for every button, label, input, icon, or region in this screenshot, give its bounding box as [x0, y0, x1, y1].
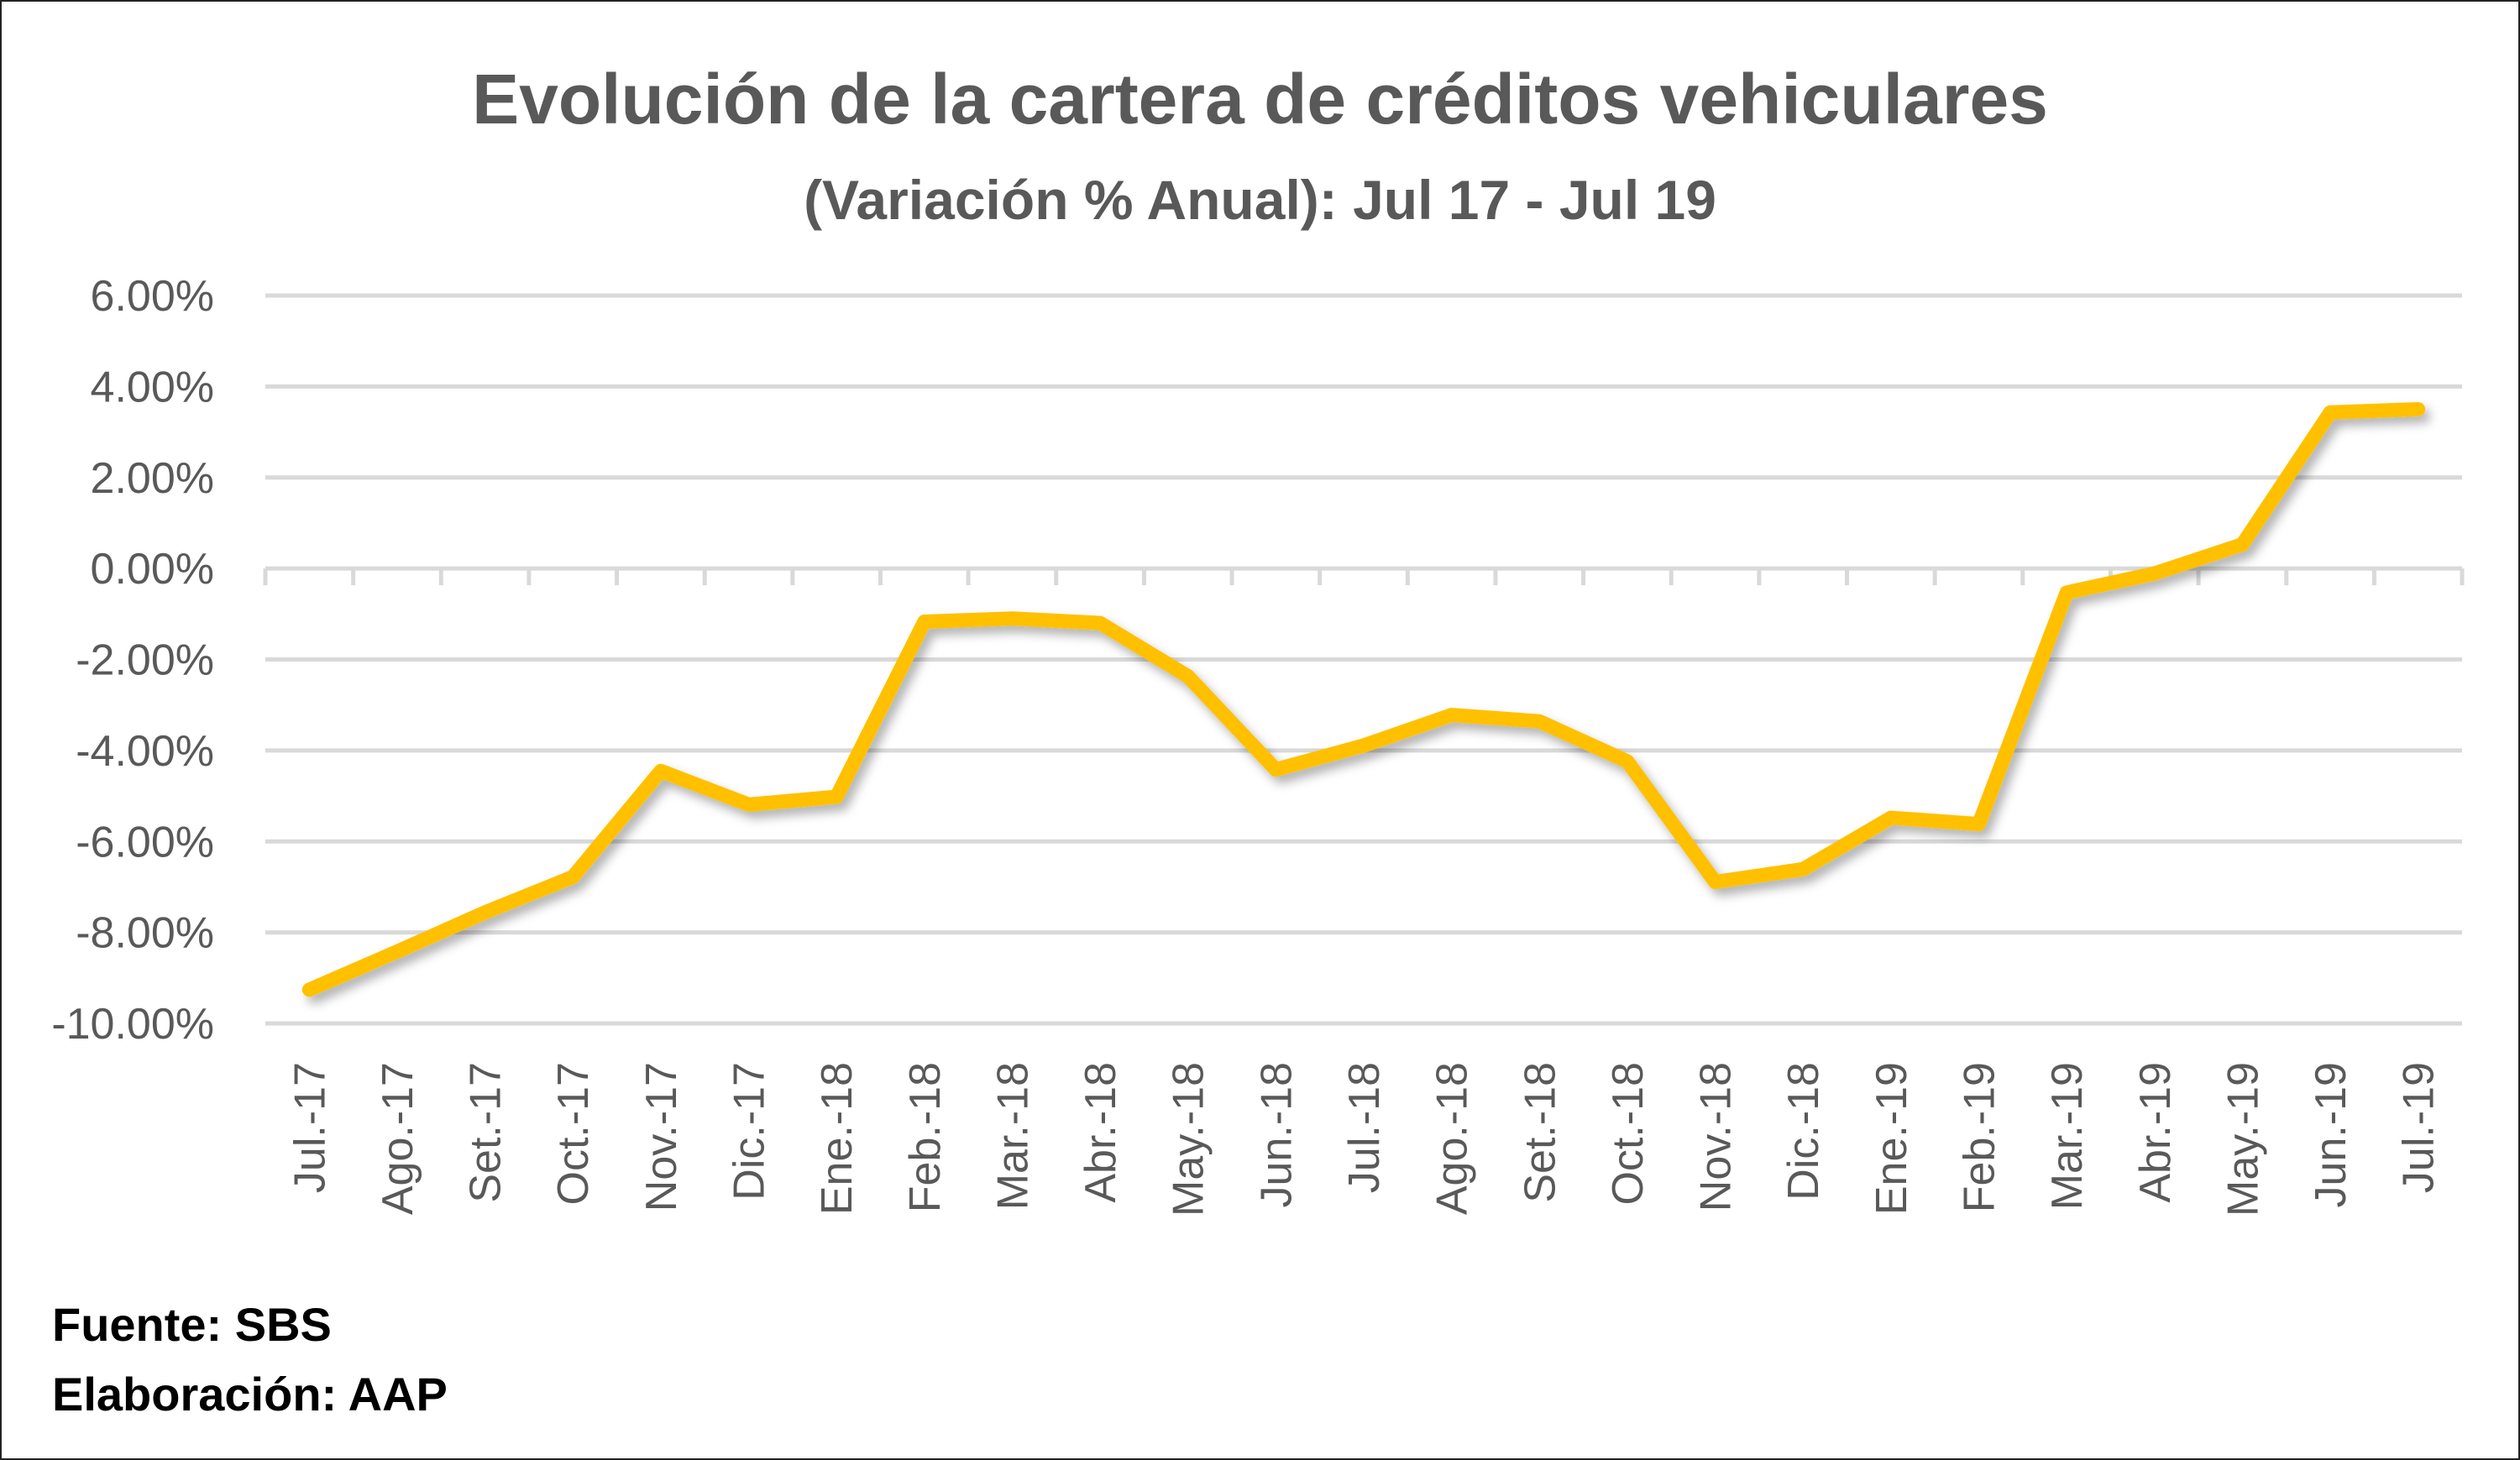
x-tick-label: Oct.-17: [549, 1062, 598, 1206]
y-tick-label: 0.00%: [91, 545, 214, 594]
chart-subtitle: (Variación % Anual): Jul 17 - Jul 19: [804, 169, 1716, 231]
x-tick-label: Abr.-19: [2131, 1062, 2180, 1203]
x-tick-label: Ene.-19: [1868, 1062, 1916, 1215]
y-tick-label: -2.00%: [76, 636, 214, 685]
x-tick-label: May.-18: [1165, 1062, 1213, 1217]
x-tick-label: Mar.-19: [2043, 1062, 2092, 1210]
author-note: Elaboración: AAP: [52, 1368, 448, 1421]
x-tick-label: Oct.-18: [1604, 1062, 1653, 1206]
x-tick-label: Nov.-17: [637, 1062, 686, 1211]
x-tick-label: Mar.-18: [988, 1062, 1037, 1210]
x-tick-label: Dic.-17: [726, 1062, 774, 1201]
x-tick-label: Set.-17: [462, 1062, 511, 1203]
x-tick-label: Ene.-18: [813, 1062, 862, 1215]
x-tick-label: Jul.-17: [286, 1062, 334, 1193]
x-tick-label: Ago.-18: [1428, 1062, 1477, 1215]
series-line: [301, 401, 2426, 997]
x-tick-label: Nov.-18: [1692, 1062, 1741, 1211]
x-tick-label: Dic.-18: [1779, 1062, 1828, 1201]
x-tick-label: May.-19: [2219, 1062, 2267, 1217]
chart-title: Evolución de la cartera de créditos vehi…: [472, 60, 2048, 139]
y-tick-label: -6.00%: [76, 818, 214, 866]
y-tick-label: 6.00%: [91, 272, 214, 321]
x-tick-label: Set.-18: [1516, 1062, 1564, 1203]
x-tick-label: Feb.-18: [901, 1062, 950, 1212]
y-tick-label: 4.00%: [91, 363, 214, 411]
y-tick-label: -10.00%: [51, 1000, 214, 1049]
y-tick-label: -8.00%: [76, 909, 214, 958]
x-tick-label: Jun.-19: [2307, 1062, 2355, 1207]
x-tick-label: Feb.-19: [1955, 1062, 2004, 1212]
x-tick-label: Ago.-17: [374, 1062, 422, 1215]
source-note: Fuente: SBS: [52, 1298, 332, 1351]
x-tick-label: Jun.-18: [1252, 1062, 1301, 1207]
x-tick-label: Jul.-19: [2395, 1062, 2444, 1193]
y-tick-label: -4.00%: [76, 727, 214, 776]
x-tick-label: Jul.-18: [1340, 1062, 1389, 1193]
y-tick-label: 2.00%: [91, 454, 214, 503]
x-tick-label: Abr.-18: [1077, 1062, 1125, 1203]
